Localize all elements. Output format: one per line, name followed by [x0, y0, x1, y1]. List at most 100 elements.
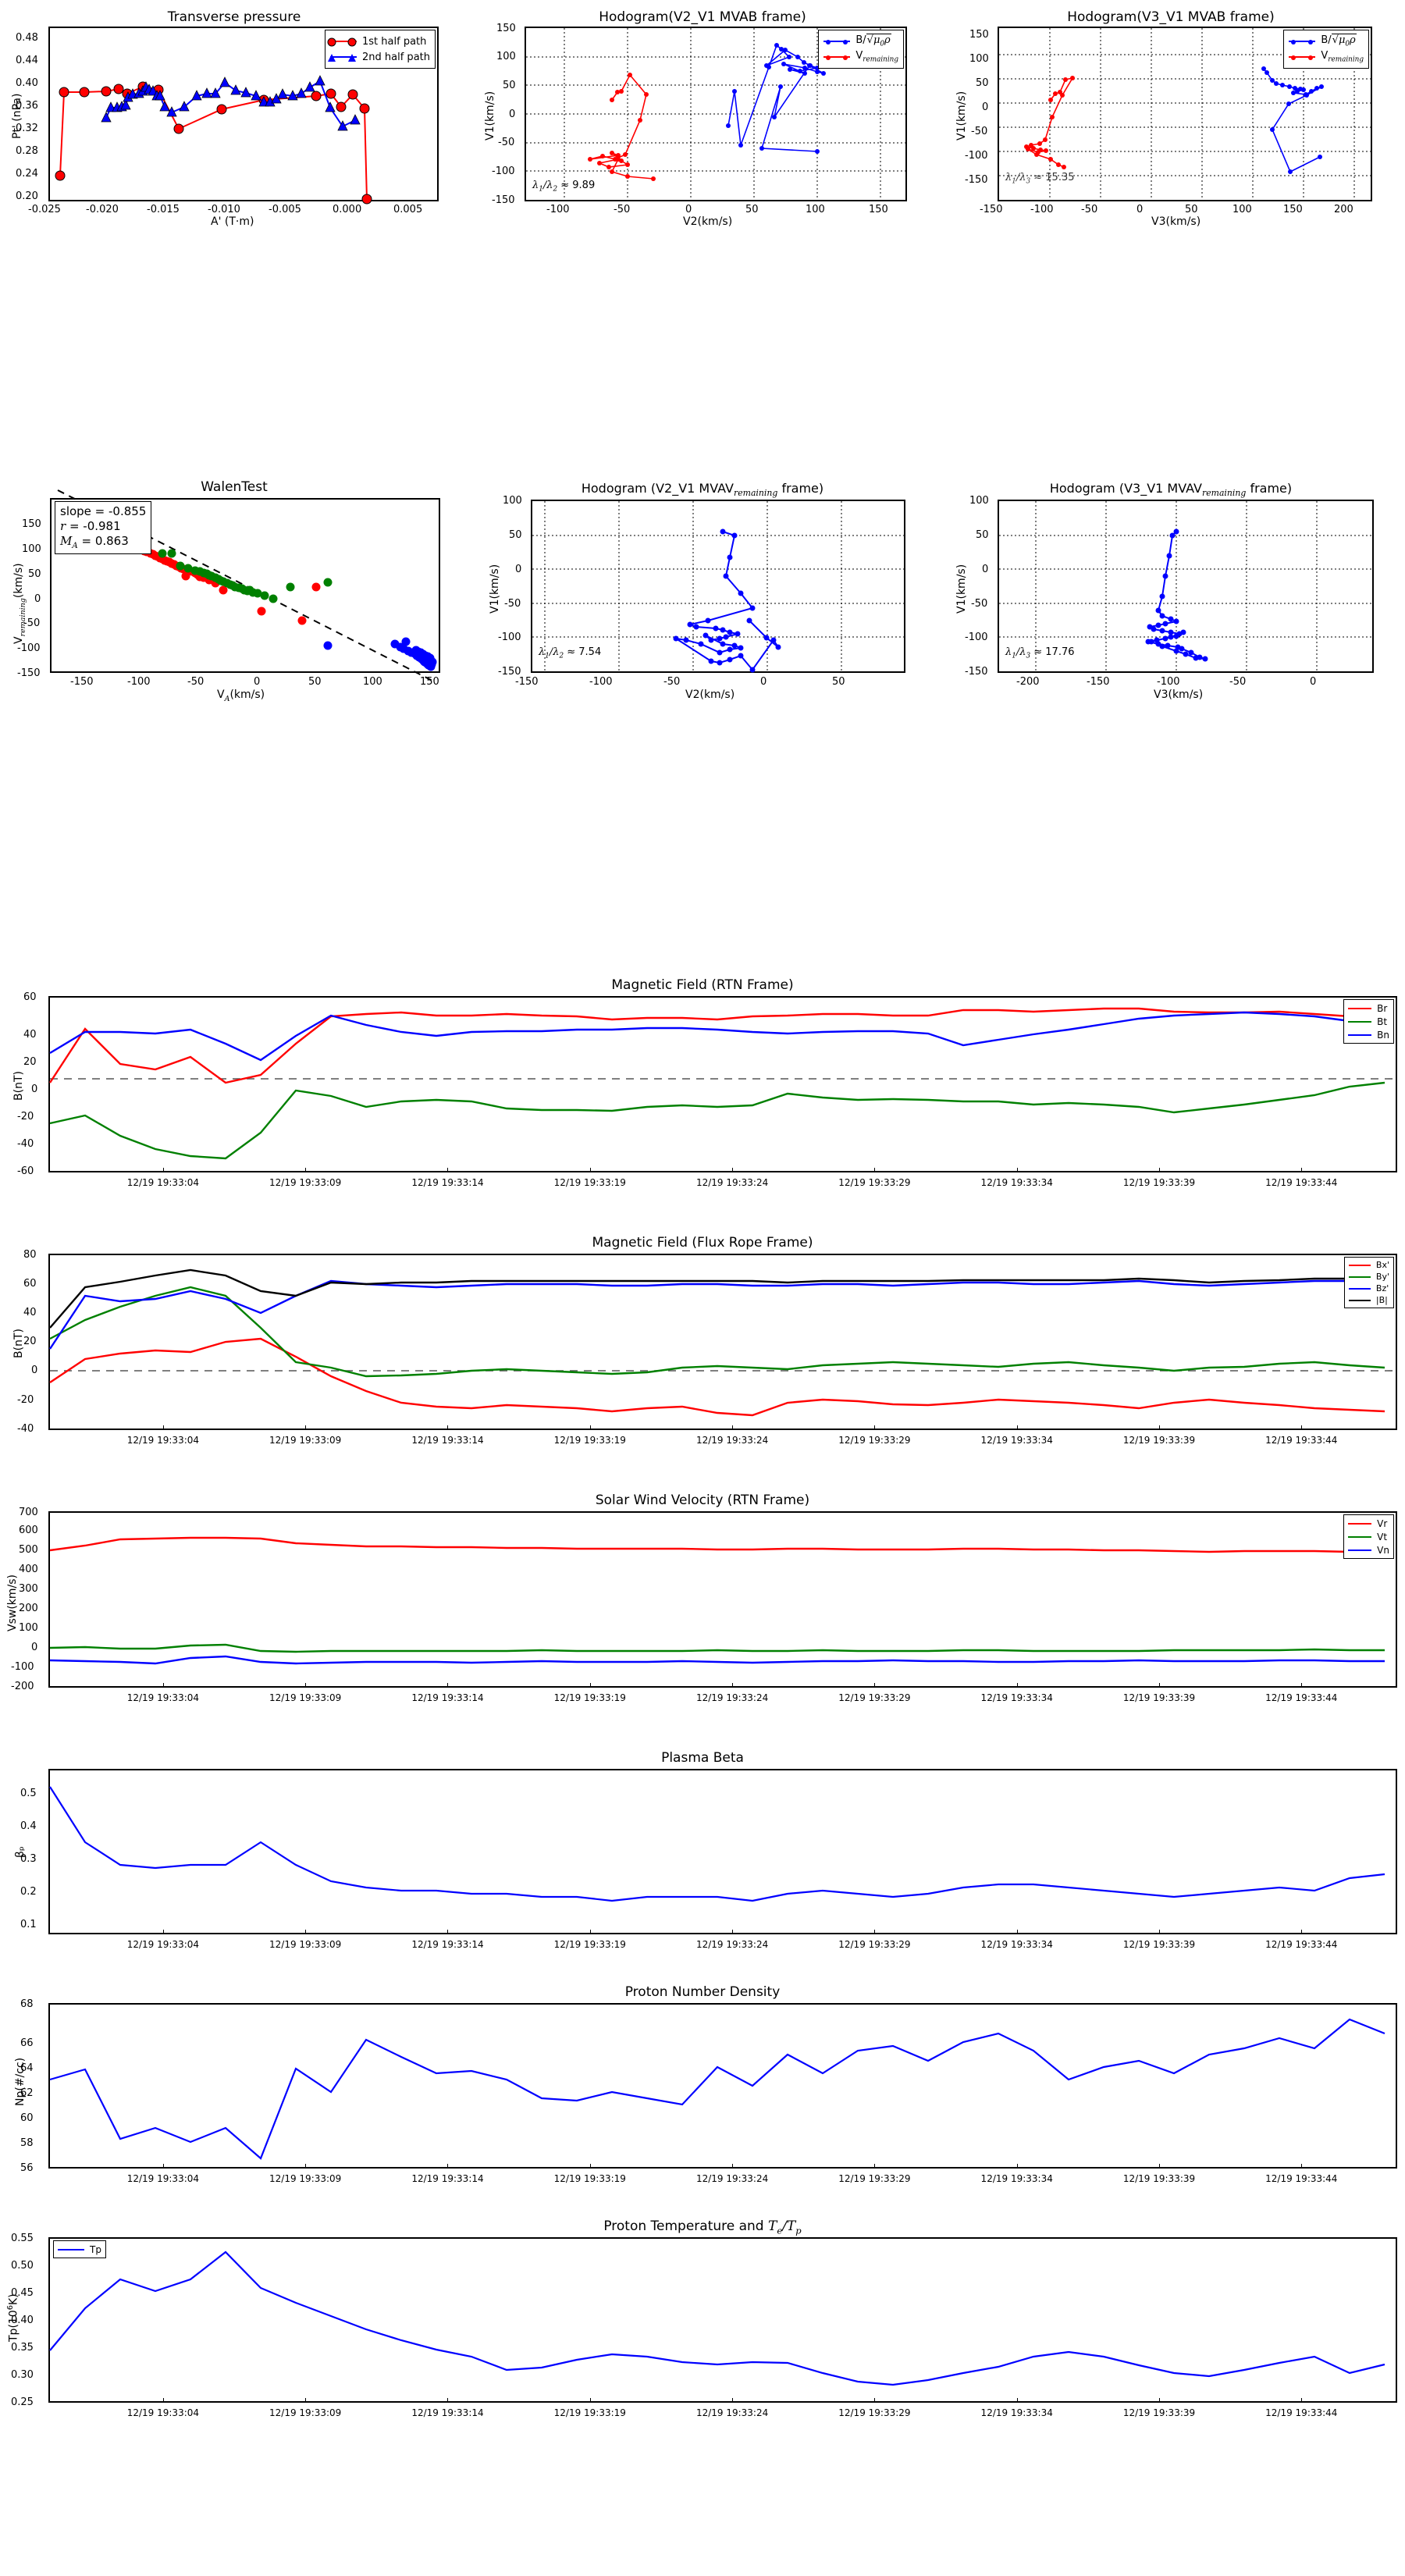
plot-area: B/√μ0ρ Vremaining λ1/λ2 ≈ 9.89 — [525, 27, 907, 201]
legend-item-by: By' — [1348, 1271, 1389, 1283]
x-tick-time: 12/19 19:33:39 — [1122, 2407, 1196, 2418]
y-tick: 0.48 — [16, 32, 38, 44]
series-Bz — [48, 1279, 1385, 1350]
legend-label: Br — [1377, 1002, 1388, 1014]
x-tick-time: 12/19 19:33:44 — [1265, 1435, 1338, 1446]
legend-label: |B| — [1375, 1295, 1388, 1305]
x-tick-time: 12/19 19:33:34 — [980, 1692, 1053, 1703]
x-tick: 50 — [1185, 204, 1198, 215]
plot-svg — [48, 1007, 1396, 1160]
plot-area: B/√μ0ρ Vremaining λ1/λ3 ≈ 15.35 — [998, 27, 1372, 201]
x-tick: 150 — [420, 676, 439, 688]
x-tick: -0.005 — [269, 204, 301, 215]
y-tick: 0.55 — [11, 2233, 34, 2244]
y-tick: 0.30 — [11, 2369, 34, 2381]
x-tick-mark — [589, 2164, 591, 2169]
x-tick-mark — [874, 1425, 876, 1430]
panel-title: Hodogram (V3_V1 MVAVremaining frame) — [1049, 481, 1293, 499]
x-tick: -0.025 — [28, 204, 61, 215]
y-axis-label: Np(#/cc) — [14, 2057, 27, 2106]
x-tick-time: 12/19 19:33:29 — [838, 2173, 911, 2184]
x-tick-time: 12/19 19:33:29 — [838, 1939, 911, 1950]
x-tick: -150 — [1087, 676, 1110, 688]
y-tick: -40 — [17, 1423, 34, 1435]
x-tick-time: 12/19 19:33:09 — [269, 1435, 342, 1446]
y-tick: 40 — [23, 1029, 37, 1041]
panel-hodogram-v3v1-mvab: Hodogram(V3_V1 MVAB frame) — [937, 6, 1405, 228]
legend-swatch-icon — [1348, 1522, 1372, 1525]
x-tick-time: 12/19 19:33:19 — [553, 1939, 626, 1950]
legend-label: Vt — [1377, 1531, 1388, 1542]
y-tick: 0.24 — [16, 168, 38, 180]
x-tick-time: 12/19 19:33:14 — [411, 1177, 484, 1188]
x-tick: 0 — [685, 204, 692, 215]
series-blue-points — [323, 637, 437, 671]
y-tick: 100 — [22, 543, 41, 555]
x-tick: 100 — [363, 676, 382, 688]
lambda-ratio-annotation: λ1/λ2 ≈ 9.89 — [532, 180, 596, 194]
x-tick-time: 12/19 19:33:09 — [269, 1692, 342, 1703]
plot-area: λ1/λ2 ≈ 7.54 — [531, 500, 905, 673]
x-tick-mark — [447, 1930, 449, 1934]
x-tick-mark — [1016, 2164, 1018, 2169]
x-tick-time: 12/19 19:33:39 — [1122, 1435, 1196, 1446]
x-tick-mark — [305, 1930, 307, 1934]
y-tick: 0.40 — [16, 77, 38, 89]
series-path-line — [675, 531, 779, 671]
legend-swatch-icon — [1348, 1034, 1372, 1036]
legend-label: B/√μ0ρ — [1321, 34, 1357, 48]
x-tick-mark — [1301, 2398, 1303, 2403]
series-Vn — [49, 1655, 1385, 1665]
x-tick-time: 12/19 19:33:44 — [1265, 2407, 1338, 2418]
legend-label: Vremaining — [1321, 50, 1364, 64]
legend-swatch-icon — [1348, 1007, 1372, 1009]
x-tick: 50 — [308, 676, 322, 688]
x-axis-label: V3(km/s) — [1154, 688, 1204, 701]
x-tick: -150 — [515, 676, 539, 688]
legend-item-bfield: B/√μ0ρ — [823, 34, 898, 49]
panel-title: Plasma Beta — [661, 1750, 744, 1766]
legend-swatch-icon — [1348, 1549, 1372, 1551]
x-tick: -0.015 — [147, 204, 180, 215]
y-axis-label: V1(km/s) — [484, 91, 496, 141]
x-tick-mark — [447, 1168, 449, 1172]
x-tick-time: 12/19 19:33:09 — [269, 2173, 342, 2184]
legend-transverse-pressure: 1st half path 2nd half path — [325, 30, 436, 69]
plot-area: Br Bt Bn — [48, 996, 1397, 1172]
plot-svg — [532, 501, 904, 673]
x-tick-time: 12/19 19:33:39 — [1122, 1939, 1196, 1950]
stat-ma: MA = 0.863 — [60, 533, 129, 550]
y-tick: 0 — [982, 101, 989, 113]
legend-item-vr: Vr — [1348, 1517, 1389, 1530]
x-tick-time: 12/19 19:33:39 — [1122, 1692, 1196, 1703]
x-tick-mark — [1301, 1168, 1303, 1172]
x-tick-time: 12/19 19:33:09 — [269, 1177, 342, 1188]
x-tick-time: 12/19 19:33:39 — [1122, 1177, 1196, 1188]
y-tick: 64 — [20, 2062, 34, 2074]
x-tick-mark — [732, 1425, 734, 1430]
panel-title: Proton Number Density — [624, 1984, 781, 2000]
walen-stats-box: slope = -0.855 r = -0.981 MA = 0.863 — [55, 501, 152, 555]
y-tick: 0.3 — [20, 1853, 37, 1865]
panel-title: Transverse pressure — [167, 9, 301, 25]
y-tick: 0.28 — [16, 145, 38, 157]
x-axis-label: V2(km/s) — [683, 215, 733, 228]
x-tick: -200 — [1016, 676, 1040, 688]
legend-vsw: Vr Vt Vn — [1343, 1514, 1394, 1559]
legend-label: Vr — [1377, 1517, 1388, 1529]
x-tick: 0 — [254, 676, 261, 688]
gridlines — [532, 501, 904, 671]
legend-swatch-line-icon — [823, 55, 851, 60]
x-tick-mark — [447, 1425, 449, 1430]
x-axis-label: V3(km/s) — [1151, 215, 1201, 228]
y-tick: 50 — [503, 80, 516, 91]
y-tick: -100 — [498, 632, 521, 643]
legend-hodogram: B/√μ0ρ Vremaining — [1283, 30, 1369, 69]
x-tick-mark — [732, 1683, 734, 1688]
y-tick: 50 — [976, 529, 989, 541]
legend-label: Vremaining — [855, 50, 898, 64]
x-tick: -150 — [980, 204, 1003, 215]
panel-b-fluxrope: Magnetic Field (Flux Rope Frame) Bx' By' — [0, 1233, 1405, 1475]
y-tick: 0 — [31, 1364, 38, 1376]
y-tick: 60 — [23, 1278, 37, 1290]
